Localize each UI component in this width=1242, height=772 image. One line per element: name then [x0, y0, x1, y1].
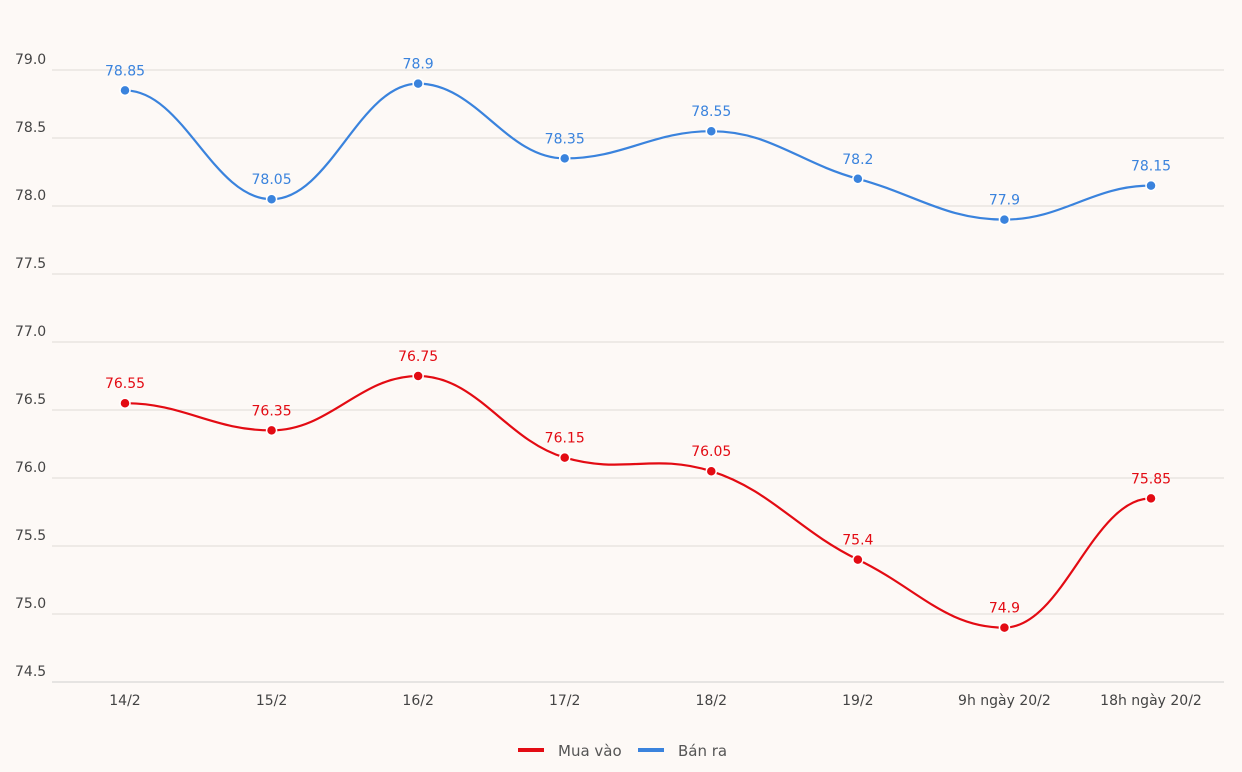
y-tick-label: 77.5	[15, 256, 46, 272]
data-point-buy	[265, 424, 278, 437]
data-label-sell: 78.2	[842, 152, 873, 168]
data-label-sell: 78.55	[691, 104, 731, 120]
data-point-buy	[705, 465, 718, 477]
y-tick-label: 79.0	[15, 52, 46, 68]
data-point-sell	[412, 77, 424, 90]
y-tick-label: 75.0	[15, 596, 46, 612]
legend-label-buy: Mua vào	[558, 742, 622, 760]
data-label-buy: 76.15	[545, 431, 585, 447]
y-tick-label: 75.5	[15, 528, 46, 544]
data-label-sell: 78.35	[545, 131, 585, 147]
x-tick-label: 14/2	[109, 693, 140, 709]
x-tick-label: 18/2	[696, 693, 727, 709]
data-label-sell: 78.05	[252, 172, 292, 188]
x-tick-label: 16/2	[402, 693, 433, 709]
data-point-buy	[558, 451, 571, 464]
data-label-sell: 78.15	[1131, 159, 1171, 175]
x-tick-label: 15/2	[256, 693, 287, 709]
data-point-buy	[119, 397, 131, 409]
data-point-sell	[558, 152, 571, 165]
y-tick-label: 76.0	[15, 460, 46, 476]
data-label-buy: 75.4	[842, 533, 873, 549]
data-label-buy: 76.75	[398, 349, 438, 365]
y-tick-label: 78.5	[15, 120, 46, 136]
data-label-buy: 76.05	[691, 444, 731, 460]
x-tick-label: 18h ngày 20/2	[1100, 693, 1202, 709]
data-point-buy	[1145, 492, 1157, 505]
data-point-sell	[265, 193, 278, 205]
x-tick-label: 19/2	[842, 693, 873, 709]
data-point-sell	[705, 125, 718, 137]
data-label-sell: 77.9	[989, 193, 1020, 209]
y-tick-label: 78.0	[15, 188, 46, 204]
data-label-buy: 75.85	[1131, 471, 1171, 487]
legend-label-sell: Bán ra	[678, 742, 727, 760]
x-tick-label: 17/2	[549, 693, 580, 709]
data-point-buy	[412, 370, 424, 382]
x-tick-label: 9h ngày 20/2	[958, 693, 1051, 709]
y-tick-label: 74.5	[15, 664, 46, 680]
data-point-sell	[1145, 179, 1157, 192]
data-label-sell: 78.9	[403, 57, 434, 73]
data-point-buy	[998, 621, 1011, 634]
data-point-sell	[119, 84, 131, 97]
y-tick-label: 76.5	[15, 392, 46, 408]
data-point-sell	[998, 213, 1011, 226]
data-label-buy: 74.9	[989, 601, 1020, 617]
data-label-buy: 76.55	[105, 376, 145, 392]
y-tick-label: 77.0	[15, 324, 46, 340]
data-label-buy: 76.35	[252, 403, 292, 419]
data-point-buy	[852, 553, 864, 566]
data-label-sell: 78.85	[105, 63, 145, 79]
data-point-sell	[852, 173, 864, 185]
